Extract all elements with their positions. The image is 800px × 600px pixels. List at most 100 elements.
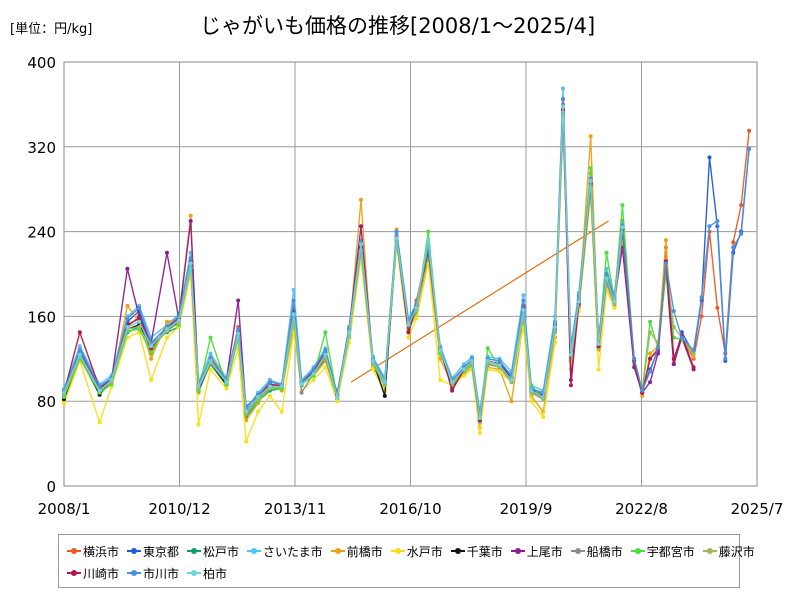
data-point (596, 367, 601, 372)
data-point (77, 348, 82, 353)
legend-row: 川崎市 市川市 柏市 (67, 563, 235, 583)
series-line (63, 98, 750, 415)
data-point (588, 178, 593, 183)
legend-label: さいたま市 (263, 544, 323, 559)
data-point (739, 203, 744, 208)
legend-label: 藤沢市 (718, 544, 755, 559)
legend-label: 船橋市 (586, 544, 623, 559)
data-point (497, 363, 502, 368)
data-point (165, 327, 169, 332)
y-tick-label: 0 (46, 478, 56, 496)
y-tick-label: 80 (37, 393, 56, 411)
legend-swatch (187, 568, 202, 578)
legend-swatch (702, 546, 717, 556)
data-point (462, 362, 466, 367)
legend-swatch (450, 546, 465, 556)
data-point (509, 378, 514, 382)
trend-line (350, 220, 609, 383)
x-tick-label: 2010/12 (148, 500, 210, 518)
y-tick-label: 400 (27, 54, 56, 72)
data-point (723, 356, 728, 361)
data-point (109, 378, 114, 382)
data-point (739, 231, 744, 236)
legend-swatch (127, 546, 142, 556)
data-point (137, 319, 142, 324)
data-point (236, 298, 241, 303)
data-point (267, 384, 272, 389)
data-point (576, 299, 581, 304)
legend-item: 柏市 (187, 565, 227, 582)
y-tick-label: 160 (27, 308, 56, 326)
data-point (604, 250, 609, 255)
legend-swatch (67, 568, 81, 578)
data-point (137, 316, 142, 321)
data-point (521, 298, 526, 303)
data-point (311, 371, 316, 376)
x-tick-label: 2013/11 (264, 500, 326, 518)
data-point (612, 299, 617, 304)
data-point (77, 344, 82, 349)
data-point (165, 319, 169, 324)
data-point (648, 319, 653, 324)
data-point (485, 346, 490, 351)
legend-label: 横浜市 (83, 544, 120, 559)
data-point (715, 305, 720, 310)
data-point (596, 342, 601, 346)
data-point (529, 388, 534, 393)
data-point (62, 401, 66, 406)
legend-swatch (247, 546, 262, 556)
data-point (224, 380, 229, 385)
data-point (244, 409, 249, 414)
data-point (604, 272, 609, 276)
data-point (149, 350, 154, 355)
unit-label: [単位：円/kg] (10, 22, 93, 37)
legend-swatch (510, 546, 525, 556)
data-point (648, 351, 653, 356)
data-point (62, 390, 66, 395)
data-point (267, 393, 272, 398)
legend-label: 東京都 (143, 544, 180, 559)
data-point (188, 261, 193, 266)
legend-swatch (390, 546, 405, 556)
data-point (97, 420, 102, 425)
legend-item: 水戸市 (390, 543, 443, 560)
data-point (632, 356, 637, 361)
data-point (370, 367, 375, 372)
data-point (438, 378, 443, 382)
legend-label: 川崎市 (83, 566, 120, 581)
data-point (561, 104, 565, 109)
x-tick-label: 2025/7 (731, 500, 784, 518)
data-point (359, 197, 363, 202)
data-point (279, 409, 284, 414)
data-point (323, 330, 328, 335)
data-point (137, 305, 142, 310)
data-point (256, 395, 260, 399)
data-point (77, 352, 82, 357)
data-point (291, 287, 296, 292)
data-point (620, 203, 625, 208)
data-point (640, 388, 645, 393)
data-point (588, 134, 593, 139)
data-point (414, 305, 419, 310)
data-point (561, 97, 565, 102)
data-point (731, 245, 736, 250)
data-point (485, 358, 490, 363)
data-point (165, 250, 169, 255)
data-point (663, 238, 668, 243)
data-point (311, 378, 316, 382)
legend-item: 市川市 (127, 565, 179, 582)
data-point (208, 335, 213, 340)
data-point (426, 229, 431, 234)
data-point (236, 327, 241, 332)
data-point (188, 213, 193, 218)
data-point (604, 276, 609, 281)
data-point (149, 378, 154, 382)
data-point (394, 236, 399, 240)
data-point (731, 240, 736, 245)
data-point (529, 399, 534, 404)
data-point (691, 351, 696, 356)
data-point (176, 318, 181, 323)
data-point (588, 166, 593, 170)
legend: 横浜市 東京都 松戸市 さいたま市 前橋市 水戸市 千葉市 上尾市 船橋市 宇都宮市 藤沢市 川崎市… (58, 534, 755, 588)
